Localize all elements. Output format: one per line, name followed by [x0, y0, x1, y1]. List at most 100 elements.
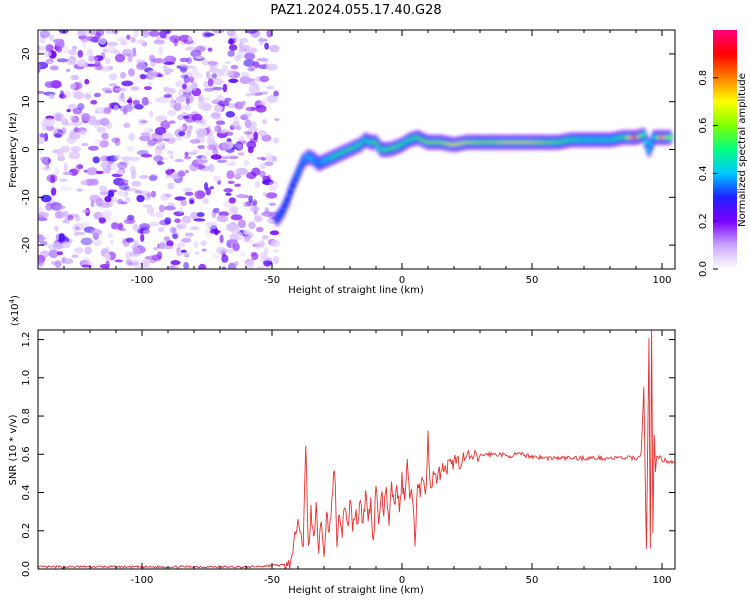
noise-blob [164, 205, 176, 211]
noise-blob [88, 55, 99, 62]
noise-blob [233, 115, 240, 124]
noise-blob [249, 78, 256, 82]
noise-blob [258, 130, 267, 137]
noise-blob [43, 117, 56, 127]
noise-blob [236, 167, 248, 176]
noise-blob [54, 133, 62, 138]
noise-blob [135, 75, 142, 84]
noise-blob [104, 65, 113, 73]
y-tick-label: 0.6 [21, 446, 32, 462]
spectrogram-ylabel: Frequency (Hz) [8, 112, 19, 188]
noise-blob [59, 90, 64, 97]
x-tick-label: -100 [131, 575, 154, 586]
noise-blob [113, 87, 126, 92]
noise-blob [66, 68, 71, 72]
noise-blob [125, 187, 138, 192]
snr-series-line [38, 330, 675, 569]
noise-blob [227, 155, 239, 159]
chart-title: PAZ1.2024.055.17.40.G28 [270, 3, 441, 18]
noise-blob [169, 120, 176, 124]
noise-blob [210, 112, 221, 119]
noise-blob [128, 68, 135, 77]
noise-blob [225, 153, 235, 158]
noise-blob [140, 259, 150, 268]
noise-blob [134, 30, 139, 38]
noise-blob [130, 86, 140, 91]
noise-blob [214, 228, 219, 236]
noise-blob [249, 206, 260, 212]
noise-blob [133, 240, 138, 247]
noise-blob [94, 64, 103, 71]
noise-blob [59, 178, 68, 182]
noise-blob [54, 211, 64, 219]
noise-blob [266, 94, 279, 103]
noise-blob [39, 156, 49, 162]
noise-blob [121, 156, 132, 161]
noise-blob [44, 234, 50, 239]
noise-blob [219, 234, 224, 244]
noise-blob [217, 100, 230, 107]
noise-blob [158, 46, 164, 55]
x-tick-label: 100 [652, 275, 671, 286]
noise-blob [140, 233, 145, 243]
noise-blob [193, 218, 206, 222]
noise-blob [233, 261, 239, 267]
noise-blob [244, 119, 252, 129]
noise-blob [178, 89, 184, 97]
noise-blob [211, 209, 217, 219]
noise-blob [266, 30, 273, 38]
noise-blob [226, 83, 232, 88]
noise-blob [156, 36, 161, 42]
noise-blob [231, 121, 240, 130]
noise-blob [43, 50, 52, 58]
noise-blob [164, 193, 173, 198]
noise-blob [92, 156, 100, 164]
colorbar-label: Normalized spectral amplitude [737, 73, 748, 227]
noise-blob [161, 132, 174, 140]
noise-blob [94, 61, 101, 67]
noise-blob [246, 48, 258, 54]
noise-blob [269, 44, 280, 53]
colorbar-tick-label: 0.0 [698, 261, 709, 277]
noise-blob [245, 131, 255, 140]
y-tick-label: 0.0 [21, 561, 32, 577]
noise-blob [195, 45, 206, 53]
noise-blob [193, 240, 199, 249]
noise-blob [242, 229, 251, 236]
noise-blob [237, 144, 244, 151]
noise-blob [244, 261, 255, 269]
colorbar: 0.0 0.2 0.4 0.6 0.8 Normalized spectral ampl… [698, 30, 748, 277]
noise-blob [103, 107, 112, 114]
noise-blob [213, 104, 223, 113]
noise-blob [200, 240, 207, 247]
noise-blob [166, 240, 174, 247]
noise-blob [153, 155, 164, 162]
noise-blob [154, 147, 163, 156]
noise-blob [90, 228, 103, 236]
noise-blob [230, 214, 243, 221]
noise-blob [101, 209, 113, 218]
x-tick-label: 50 [526, 575, 539, 586]
noise-blob [75, 81, 83, 89]
noise-blob [120, 201, 128, 205]
noise-blob [126, 99, 133, 104]
noise-blob [142, 229, 151, 235]
noise-blob [38, 234, 45, 243]
noise-blob [221, 266, 226, 269]
x-tick-label: 50 [526, 275, 539, 286]
noise-blob [239, 251, 247, 257]
noise-blob [193, 72, 204, 79]
noise-blob [185, 97, 190, 105]
x-tick-label: -50 [264, 275, 280, 286]
noise-blob [182, 112, 187, 116]
noise-blob [218, 142, 230, 152]
noise-blob [153, 247, 159, 251]
noise-blob [62, 171, 73, 176]
frequency-ridge [273, 127, 674, 227]
noise-blob [223, 188, 233, 193]
noise-blob [141, 96, 149, 106]
noise-blob [210, 154, 222, 160]
noise-blob [68, 238, 73, 244]
noise-blob [129, 251, 141, 257]
noise-blob [170, 260, 181, 266]
